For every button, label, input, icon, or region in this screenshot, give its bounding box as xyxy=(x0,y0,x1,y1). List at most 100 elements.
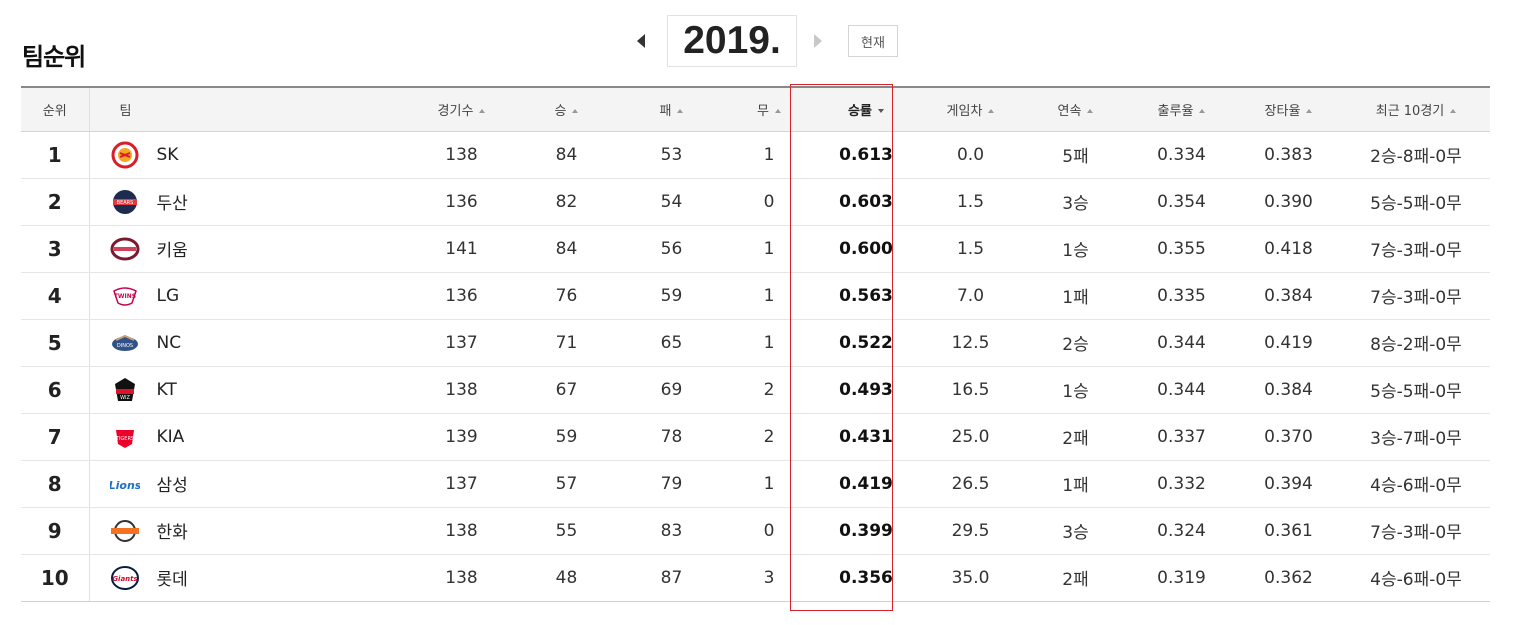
current-year-button[interactable]: 현재 xyxy=(848,25,898,57)
wins-cell: 57 xyxy=(514,460,619,508)
streak-cell: 1승 xyxy=(1023,225,1128,273)
sort-up-icon xyxy=(677,109,684,114)
games-cell: 136 xyxy=(409,272,514,320)
games-cell: 137 xyxy=(409,319,514,367)
col-pct[interactable]: 승률 xyxy=(814,86,918,132)
streak-cell: 2패 xyxy=(1023,554,1128,602)
year-display: 2019. xyxy=(667,15,797,67)
gb-cell: 0.0 xyxy=(918,131,1023,179)
games-cell: 136 xyxy=(409,178,514,226)
losses-cell: 65 xyxy=(619,319,724,367)
obp-cell: 0.335 xyxy=(1128,272,1235,320)
slg-cell: 0.418 xyxy=(1235,225,1342,273)
team-cell: BEARS 두산 xyxy=(89,178,409,226)
obp-cell: 0.337 xyxy=(1128,413,1235,461)
table-row: 2 BEARS 두산 136 82 54 0 0.603 1.5 3승 0.354 0.390 5승-5… xyxy=(21,178,1490,226)
table-row: 10 Giants 롯데 138 48 87 3 0.356 35.0 2패 0.319 0.362 4… xyxy=(21,554,1490,602)
table-row: 5 DINOS NC 137 71 65 1 0.522 12.5 2승 0.344 0.419 8승-… xyxy=(21,319,1490,367)
prev-year-icon[interactable] xyxy=(637,34,645,48)
team-cell: SK xyxy=(89,131,409,179)
team-cell: WIZ KT xyxy=(89,366,409,414)
page-title: 팀순위 xyxy=(22,43,86,71)
table-row: 6 WIZ KT 138 67 69 2 0.493 16.5 1승 0.344 0.384 5승-5패… xyxy=(21,366,1490,414)
last10-cell: 4승-6패-0무 xyxy=(1342,460,1490,508)
svg-text:DINOS: DINOS xyxy=(116,343,132,349)
draws-cell: 1 xyxy=(724,319,814,367)
wins-cell: 76 xyxy=(514,272,619,320)
wins-cell: 59 xyxy=(514,413,619,461)
col-draws[interactable]: 무 xyxy=(724,86,814,132)
team-name: KIA xyxy=(156,426,185,447)
losses-cell: 78 xyxy=(619,413,724,461)
rank-cell: 8 xyxy=(21,460,90,508)
next-year-icon[interactable] xyxy=(814,34,822,48)
team-name: 롯데 xyxy=(156,570,188,590)
draws-cell: 1 xyxy=(724,225,814,273)
svg-text:BEARS: BEARS xyxy=(116,200,133,206)
col-losses[interactable]: 패 xyxy=(619,86,724,132)
pct-cell: 0.399 xyxy=(814,507,918,555)
team-name: LG xyxy=(156,285,180,306)
losses-cell: 54 xyxy=(619,178,724,226)
last10-cell: 8승-2패-0무 xyxy=(1342,319,1490,367)
col-last10[interactable]: 최근 10경기 xyxy=(1342,86,1490,132)
samsung-logo-icon: Lions xyxy=(108,469,141,499)
losses-cell: 53 xyxy=(619,131,724,179)
team-cell: 한화 xyxy=(89,507,409,555)
col-slg[interactable]: 장타율 xyxy=(1235,86,1342,132)
last10-cell: 5승-5패-0무 xyxy=(1342,178,1490,226)
games-cell: 138 xyxy=(409,554,514,602)
team-cell: TIGERS KIA xyxy=(89,413,409,461)
sk-logo-icon xyxy=(110,140,140,170)
losses-cell: 69 xyxy=(619,366,724,414)
pct-cell: 0.613 xyxy=(814,131,918,179)
col-streak[interactable]: 연속 xyxy=(1023,86,1128,132)
obp-cell: 0.344 xyxy=(1128,319,1235,367)
sort-up-icon xyxy=(1199,109,1206,114)
gb-cell: 7.0 xyxy=(918,272,1023,320)
rank-cell: 6 xyxy=(21,366,90,414)
slg-cell: 0.390 xyxy=(1235,178,1342,226)
slg-cell: 0.394 xyxy=(1235,460,1342,508)
pct-cell: 0.493 xyxy=(814,366,918,414)
draws-cell: 0 xyxy=(724,178,814,226)
wins-cell: 84 xyxy=(514,131,619,179)
kiwoom-logo-icon xyxy=(110,234,140,264)
games-cell: 138 xyxy=(409,366,514,414)
col-obp[interactable]: 출루율 xyxy=(1128,86,1235,132)
team-name: NC xyxy=(156,332,182,353)
draws-cell: 3 xyxy=(724,554,814,602)
draws-cell: 1 xyxy=(724,131,814,179)
standings-table: 순위 팀 경기수 승 패 무 승률 게임차 연속 출루율 장타율 최근 10경기… xyxy=(21,86,1490,602)
games-cell: 141 xyxy=(409,225,514,273)
rank-cell: 5 xyxy=(21,319,90,367)
rank-cell: 3 xyxy=(21,225,90,273)
doosan-logo-icon: BEARS xyxy=(110,187,140,217)
draws-cell: 1 xyxy=(724,460,814,508)
col-wins[interactable]: 승 xyxy=(514,86,619,132)
svg-text:WIZ: WIZ xyxy=(120,395,130,401)
losses-cell: 79 xyxy=(619,460,724,508)
pct-cell: 0.563 xyxy=(814,272,918,320)
col-games[interactable]: 경기수 xyxy=(409,86,514,132)
obp-cell: 0.324 xyxy=(1128,507,1235,555)
games-cell: 138 xyxy=(409,131,514,179)
pct-cell: 0.419 xyxy=(814,460,918,508)
col-team: 팀 xyxy=(89,86,409,132)
lg-logo-icon: TWINS xyxy=(110,281,140,311)
team-cell: TWINS LG xyxy=(89,272,409,320)
rank-cell: 1 xyxy=(21,131,90,179)
svg-text:Lions: Lions xyxy=(110,479,140,492)
sort-up-icon xyxy=(988,109,995,114)
col-gb[interactable]: 게임차 xyxy=(918,86,1023,132)
obp-cell: 0.344 xyxy=(1128,366,1235,414)
sort-up-icon xyxy=(774,109,781,114)
gb-cell: 1.5 xyxy=(918,225,1023,273)
kt-logo-icon: WIZ xyxy=(110,375,140,405)
slg-cell: 0.384 xyxy=(1235,272,1342,320)
streak-cell: 1패 xyxy=(1023,460,1128,508)
svg-text:Giants: Giants xyxy=(112,575,137,583)
streak-cell: 3승 xyxy=(1023,178,1128,226)
obp-cell: 0.354 xyxy=(1128,178,1235,226)
pct-cell: 0.522 xyxy=(814,319,918,367)
